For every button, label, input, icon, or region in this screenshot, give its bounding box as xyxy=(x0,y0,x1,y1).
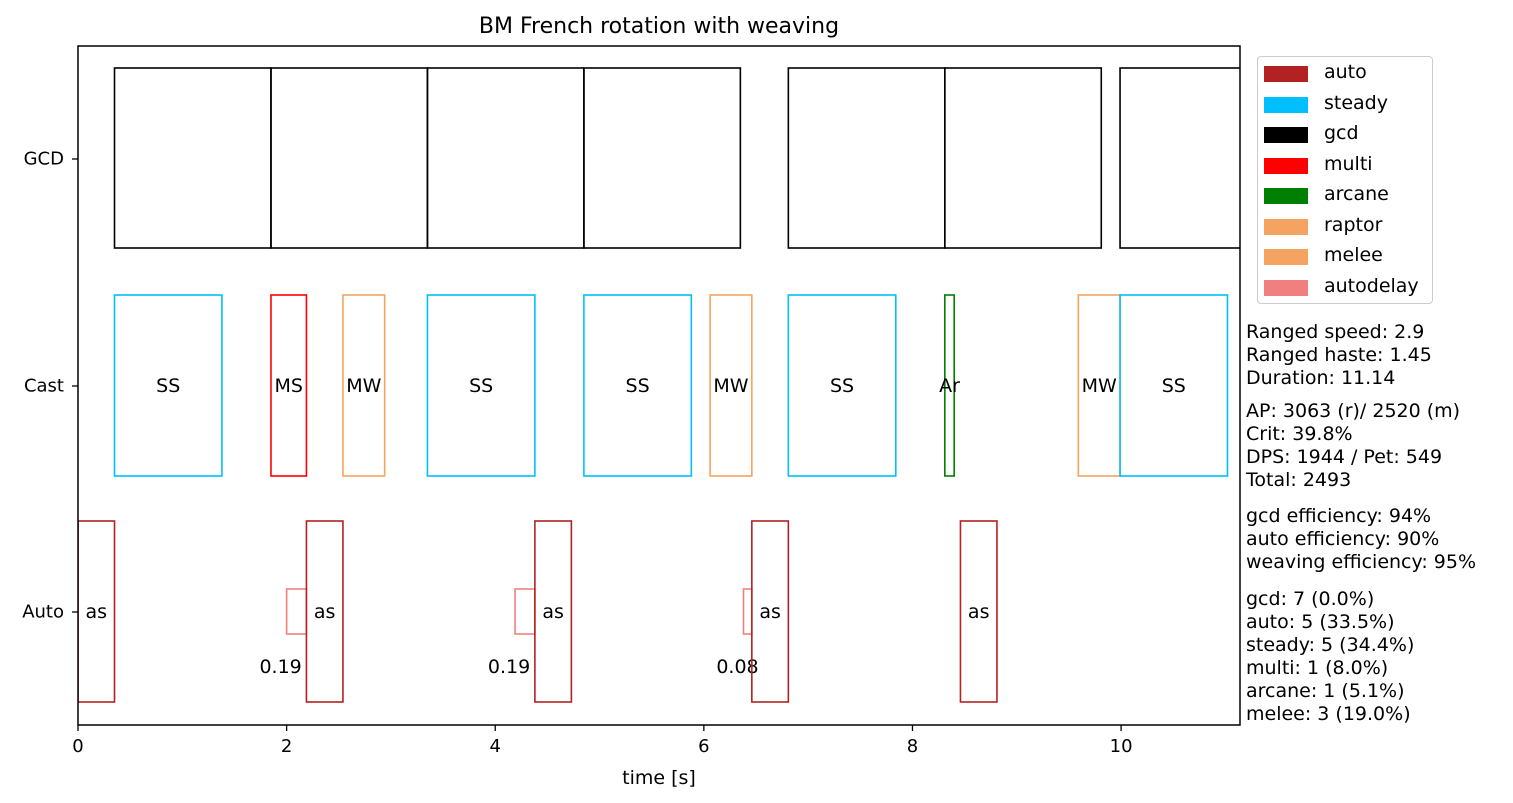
legend-swatch xyxy=(1264,127,1308,143)
x-tick-label-0: 0 xyxy=(72,736,83,757)
cast-label-8: MW xyxy=(1082,375,1117,397)
legend-swatch xyxy=(1264,66,1308,82)
axes: 0 2 4 6 8 10 GCD Cast Auto xyxy=(22,149,1132,758)
x-tick-label-4: 8 xyxy=(907,736,918,757)
x-tick-label-1: 2 xyxy=(281,736,292,757)
stat-count-arcane: arcane: 1 (5.1%) xyxy=(1246,680,1405,702)
stat-ranged-speed: Ranged speed: 2.9 xyxy=(1246,321,1425,343)
auto-label-2: as xyxy=(542,601,564,623)
gcd-bar-5 xyxy=(944,67,1103,249)
stat-auto-efficiency: auto efficiency: 90% xyxy=(1246,528,1440,550)
legend-swatch xyxy=(1264,249,1308,265)
legend-label: multi xyxy=(1324,152,1373,175)
y-tick-label-0: GCD xyxy=(24,149,64,170)
gcd-bar-4 xyxy=(787,67,946,249)
auto-label-4: as xyxy=(968,601,990,623)
auto-label-1: as xyxy=(314,601,336,623)
stats-block-damage: AP: 3063 (r)/ 2520 (m) Crit: 39.8% DPS: … xyxy=(1246,400,1460,492)
legend-swatch xyxy=(1264,279,1308,296)
cast-bar-1 xyxy=(270,294,308,477)
stat-crit: Crit: 39.8% xyxy=(1246,423,1353,445)
legend-swatch xyxy=(1264,188,1308,204)
plot-marks: SS MS MW SS SS MW SS Ar MW SS 0.19 0.19 0.08 as as as as… xyxy=(78,67,1240,703)
auto-bar-0 xyxy=(78,520,116,703)
legend: auto steady gcd multi arcane raptor melee autod… xyxy=(1257,56,1433,304)
autodelay-bar-1 xyxy=(514,588,536,635)
cast-label-5: MW xyxy=(713,375,748,397)
legend-label: melee xyxy=(1324,244,1383,266)
legend-swatch xyxy=(1264,157,1308,174)
auto-bar-3 xyxy=(751,520,790,703)
legend-swatch xyxy=(1264,218,1308,235)
cast-bar-6 xyxy=(787,294,897,477)
autodelay-label-0: 0.19 xyxy=(259,656,301,678)
gcd-bar-1 xyxy=(270,67,429,249)
legend-label: auto xyxy=(1324,61,1367,83)
stats-block-efficiency: gcd efficiency: 94% auto efficiency: 90%… xyxy=(1246,505,1476,574)
auto-bar-4 xyxy=(959,520,998,703)
y-tick-label-2: Auto xyxy=(22,602,64,623)
stat-count-multi: multi: 1 (8.0%) xyxy=(1246,657,1389,679)
cast-label-1: MS xyxy=(274,375,302,397)
stat-ranged-haste: Ranged haste: 1.45 xyxy=(1246,344,1432,366)
cast-bar-3 xyxy=(426,294,536,477)
cast-bar-4 xyxy=(583,294,693,477)
stat-dps: DPS: 1944 / Pet: 549 xyxy=(1246,446,1443,468)
stat-ap: AP: 3063 (r)/ 2520 (m) xyxy=(1246,400,1461,422)
cast-bar-5 xyxy=(709,294,753,477)
cast-label-7: Ar xyxy=(939,375,960,397)
stat-total: Total: 2493 xyxy=(1246,469,1352,491)
auto-bar-1 xyxy=(305,520,344,703)
cast-label-3: SS xyxy=(469,375,493,397)
x-tick-label-5: 10 xyxy=(1110,736,1133,757)
cast-label-6: SS xyxy=(830,375,854,397)
legend-label: steady xyxy=(1324,91,1388,114)
x-tick-label-2: 4 xyxy=(490,736,501,757)
autodelay-bar-0 xyxy=(285,588,308,635)
stat-duration: Duration: 11.14 xyxy=(1246,367,1396,389)
autodelay-label-1: 0.19 xyxy=(488,656,530,678)
x-axis-label: time [s] xyxy=(622,767,696,789)
cast-label-9: SS xyxy=(1162,375,1186,397)
stat-weaving-efficiency: weaving efficiency: 95% xyxy=(1246,551,1477,573)
stats-block-counts: gcd: 7 (0.0%) auto: 5 (33.5%) steady: 5 … xyxy=(1246,588,1414,726)
cast-label-2: MW xyxy=(346,375,381,397)
gcd-bar-6 xyxy=(1119,67,1240,249)
gcd-bar-3 xyxy=(583,67,742,249)
cast-bar-0 xyxy=(113,294,223,477)
autodelay-label-2: 0.08 xyxy=(716,656,758,678)
cast-bar-7 xyxy=(944,294,955,477)
gcd-bar-2 xyxy=(426,67,585,249)
x-tick-label-3: 6 xyxy=(698,736,709,757)
autodelay-bar-2 xyxy=(742,588,753,635)
cast-label-4: SS xyxy=(626,375,650,397)
stat-count-auto: auto: 5 (33.5%) xyxy=(1246,611,1395,633)
legend-label: raptor xyxy=(1324,213,1383,236)
stats-block-speed: Ranged speed: 2.9 Ranged haste: 1.45 Dur… xyxy=(1246,321,1432,390)
auto-bar-2 xyxy=(534,520,573,703)
legend-label: gcd xyxy=(1324,122,1359,144)
cast-label-0: SS xyxy=(156,375,180,397)
legend-label: autodelay xyxy=(1324,274,1419,297)
stat-gcd-efficiency: gcd efficiency: 94% xyxy=(1246,505,1432,527)
cast-bar-9 xyxy=(1119,294,1229,477)
legend-label: arcane xyxy=(1324,183,1389,205)
stat-count-steady: steady: 5 (34.4%) xyxy=(1246,634,1415,656)
plot-frame xyxy=(77,45,1241,726)
y-tick-label-1: Cast xyxy=(24,376,64,397)
cast-bar-2 xyxy=(342,294,386,477)
legend-swatch xyxy=(1264,96,1308,113)
auto-label-0: as xyxy=(85,601,107,623)
auto-label-3: as xyxy=(759,601,781,623)
stat-count-melee: melee: 3 (19.0%) xyxy=(1246,703,1411,725)
chart-title: BM French rotation with weaving xyxy=(479,14,839,39)
stat-count-gcd: gcd: 7 (0.0%) xyxy=(1246,588,1375,610)
gcd-bar-0 xyxy=(113,67,272,249)
